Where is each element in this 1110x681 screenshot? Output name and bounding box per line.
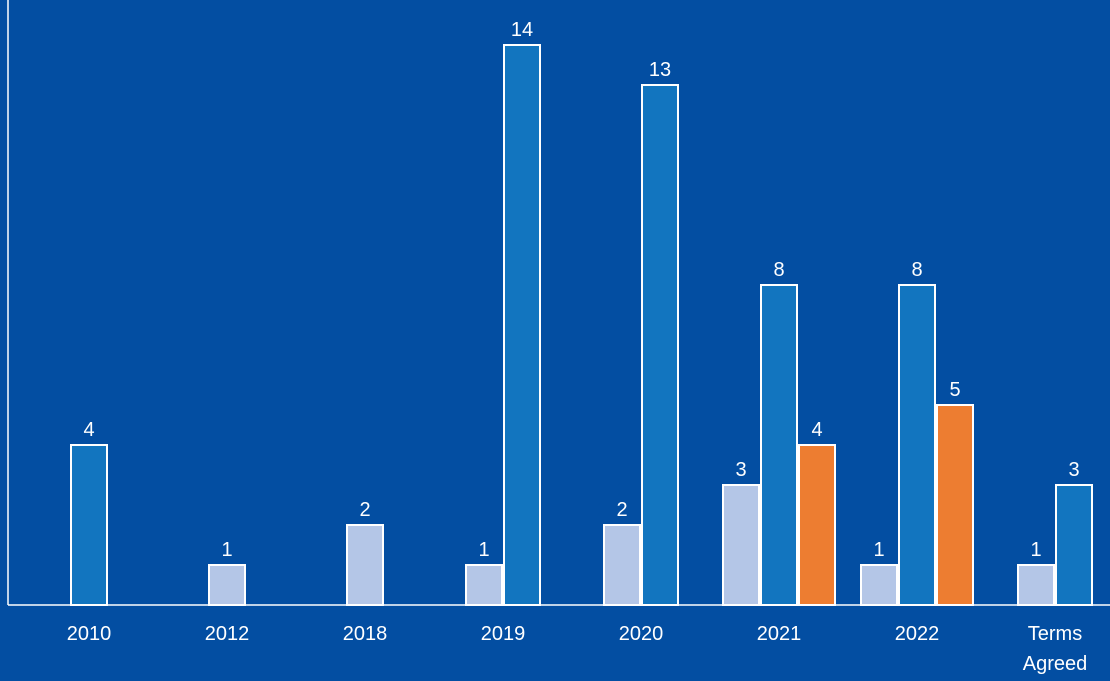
- value-label-4-s1: 13: [649, 59, 671, 81]
- bar-5-s2: [798, 444, 836, 606]
- bar-0-s1: [70, 444, 108, 606]
- bar-4-s0: [603, 524, 641, 606]
- bar-6-s2: [936, 404, 974, 606]
- value-label-6-s1: 8: [911, 259, 922, 281]
- x-tick-label-0-0: 2010: [67, 623, 112, 645]
- x-tick-label-7-0: Terms: [1028, 623, 1082, 645]
- value-label-0-s1: 4: [83, 419, 94, 441]
- x-tick-label-2-0: 2018: [343, 623, 388, 645]
- bar-4-s1: [641, 84, 679, 606]
- x-tick-labels-layer: 2010 2012 2018 2019 2020 2021 2022 Terms Agreed: [67, 623, 1088, 675]
- value-label-7-s0: 1: [1030, 539, 1041, 561]
- x-tick-label-4-0: 2020: [619, 623, 664, 645]
- value-label-6-s2: 5: [949, 379, 960, 401]
- x-tick-label-3-0: 2019: [481, 623, 526, 645]
- value-label-6-s0: 1: [873, 539, 884, 561]
- bar-3-s0: [465, 564, 503, 606]
- value-label-7-s1: 3: [1068, 459, 1079, 481]
- bars-layer: [70, 44, 1093, 606]
- bar-2-s0: [346, 524, 384, 606]
- value-label-4-s0: 2: [616, 499, 627, 521]
- value-label-3-s1: 14: [511, 19, 533, 41]
- x-tick-label-6-0: 2022: [895, 623, 940, 645]
- value-label-5-s1: 8: [773, 259, 784, 281]
- bar-5-s1: [760, 284, 798, 606]
- x-tick-label-1-0: 2012: [205, 623, 250, 645]
- value-label-5-s0: 3: [735, 459, 746, 481]
- bar-3-s1: [503, 44, 541, 606]
- bar-7-s1: [1055, 484, 1093, 606]
- x-tick-label-7-1: Agreed: [1023, 653, 1088, 675]
- bar-1-s0: [208, 564, 246, 606]
- value-label-3-s0: 1: [478, 539, 489, 561]
- bar-6-s1: [898, 284, 936, 606]
- value-label-1-s0: 1: [221, 539, 232, 561]
- bar-6-s0: [860, 564, 898, 606]
- bar-5-s0: [722, 484, 760, 606]
- x-tick-label-5-0: 2021: [757, 623, 802, 645]
- value-label-2-s0: 2: [359, 499, 370, 521]
- value-label-5-s2: 4: [811, 419, 822, 441]
- bar-7-s0: [1017, 564, 1055, 606]
